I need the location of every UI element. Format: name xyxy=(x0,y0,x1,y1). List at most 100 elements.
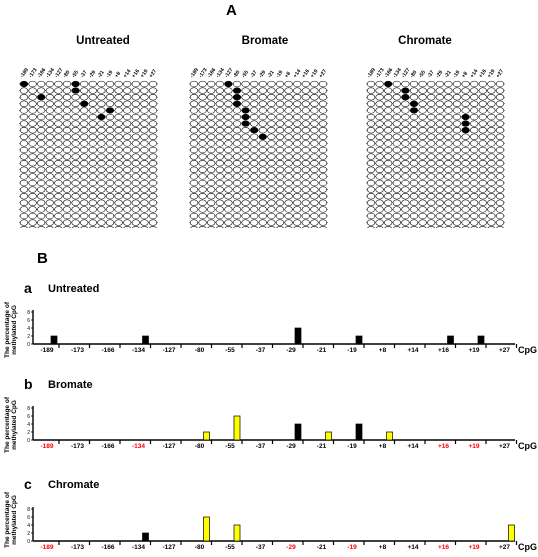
unmethylated-cpg-circle xyxy=(198,153,207,160)
unmethylated-cpg-circle xyxy=(37,127,46,134)
unmethylated-cpg-circle xyxy=(224,146,233,154)
unmethylated-cpg-circle xyxy=(461,140,470,147)
unmethylated-cpg-circle xyxy=(97,100,106,107)
unmethylated-cpg-circle xyxy=(224,100,233,107)
unmethylated-cpg-circle xyxy=(148,127,158,134)
unmethylated-cpg-circle xyxy=(189,186,199,193)
unmethylated-cpg-circle xyxy=(366,160,376,167)
methylated-cpg-circle xyxy=(224,80,233,88)
unmethylated-cpg-circle xyxy=(97,133,106,140)
unmethylated-cpg-circle xyxy=(470,193,479,200)
unmethylated-cpg-circle xyxy=(37,179,46,187)
unmethylated-cpg-circle xyxy=(97,127,106,134)
unmethylated-cpg-circle xyxy=(267,120,276,127)
unmethylated-cpg-circle xyxy=(375,219,384,226)
unmethylated-cpg-circle xyxy=(495,219,505,226)
unmethylated-cpg-circle xyxy=(131,173,140,180)
unmethylated-cpg-circle xyxy=(267,193,276,200)
unmethylated-cpg-circle xyxy=(54,127,63,134)
bar-chart-untreated: 8 6 4 2 0 -189 -173 -166 -134 -127 -80 -55 -37 -29 -21… xyxy=(27,310,537,355)
unmethylated-cpg-circle xyxy=(37,146,46,154)
unmethylated-cpg-circle xyxy=(452,140,462,147)
unmethylated-cpg-circle xyxy=(97,87,106,94)
cpg-column-label: +27 xyxy=(148,68,158,79)
unmethylated-cpg-circle xyxy=(28,87,37,94)
unmethylated-cpg-circle xyxy=(19,206,29,213)
unmethylated-cpg-circle xyxy=(401,127,410,134)
unmethylated-cpg-circle xyxy=(54,94,63,101)
unmethylated-cpg-circle xyxy=(45,193,54,200)
x-tick-label: -127 xyxy=(162,443,175,450)
unmethylated-cpg-circle xyxy=(28,160,37,167)
unmethylated-cpg-circle xyxy=(427,94,436,101)
unmethylated-cpg-circle xyxy=(189,94,199,101)
y-tick-label: 6 xyxy=(27,414,30,420)
unmethylated-cpg-circle xyxy=(310,166,319,173)
unmethylated-cpg-circle xyxy=(28,219,37,226)
unmethylated-cpg-circle xyxy=(301,199,310,206)
unmethylated-cpg-circle xyxy=(452,179,462,187)
unmethylated-cpg-circle xyxy=(293,127,302,134)
unmethylated-cpg-circle xyxy=(148,173,158,180)
unmethylated-cpg-circle xyxy=(318,206,328,213)
unmethylated-cpg-circle xyxy=(418,186,427,193)
cpg-column-label: -37 xyxy=(249,69,258,79)
unmethylated-cpg-circle xyxy=(470,127,479,134)
unmethylated-cpg-circle xyxy=(495,120,505,127)
unmethylated-cpg-circle xyxy=(293,100,302,107)
unmethylated-cpg-circle xyxy=(366,146,376,154)
unmethylated-cpg-circle xyxy=(215,113,224,121)
unmethylated-cpg-circle xyxy=(495,206,505,213)
unmethylated-cpg-circle xyxy=(114,140,123,147)
unmethylated-cpg-circle xyxy=(97,179,106,187)
unmethylated-cpg-circle xyxy=(215,94,224,101)
unmethylated-cpg-circle xyxy=(259,226,267,228)
unmethylated-cpg-circle xyxy=(140,133,149,140)
unmethylated-cpg-circle xyxy=(284,127,293,134)
unmethylated-cpg-circle xyxy=(452,212,462,220)
unmethylated-cpg-circle xyxy=(62,206,72,213)
x-tick-label: -37 xyxy=(256,443,266,450)
unmethylated-cpg-circle xyxy=(436,226,444,228)
unmethylated-cpg-circle xyxy=(401,179,410,187)
unmethylated-cpg-circle xyxy=(19,219,29,226)
unmethylated-cpg-circle xyxy=(45,160,54,167)
methylated-cpg-circle xyxy=(384,80,393,88)
unmethylated-cpg-circle xyxy=(71,226,80,228)
y-tick-label: 0 xyxy=(27,342,30,348)
x-tick-label: +27 xyxy=(499,443,510,450)
unmethylated-cpg-circle xyxy=(418,100,427,107)
unmethylated-cpg-circle xyxy=(409,186,419,193)
unmethylated-cpg-circle xyxy=(293,226,301,228)
unmethylated-cpg-circle xyxy=(293,146,302,154)
cpg-column-label: -134 xyxy=(215,67,226,79)
unmethylated-cpg-circle xyxy=(284,179,293,187)
unmethylated-cpg-circle xyxy=(148,80,158,88)
unmethylated-cpg-circle xyxy=(28,107,37,114)
unmethylated-cpg-circle xyxy=(487,133,496,140)
group-title-untreated: Untreated xyxy=(76,35,130,47)
unmethylated-cpg-circle xyxy=(409,94,419,101)
unmethylated-cpg-circle xyxy=(28,100,37,107)
unmethylated-cpg-circle xyxy=(435,173,444,180)
unmethylated-cpg-circle xyxy=(301,219,310,226)
unmethylated-cpg-circle xyxy=(461,173,470,180)
unmethylated-cpg-circle xyxy=(241,94,250,101)
unmethylated-cpg-circle xyxy=(198,199,207,206)
unmethylated-cpg-circle xyxy=(148,94,158,101)
unmethylated-cpg-circle xyxy=(409,179,419,187)
unmethylated-cpg-circle xyxy=(28,166,37,173)
unmethylated-cpg-circle xyxy=(45,107,54,114)
unmethylated-cpg-circle xyxy=(284,219,293,226)
unmethylated-cpg-circle xyxy=(275,146,285,154)
unmethylated-cpg-circle xyxy=(418,160,427,167)
unmethylated-cpg-circle xyxy=(301,140,310,147)
unmethylated-cpg-circle xyxy=(452,94,462,101)
unmethylated-cpg-circle xyxy=(401,226,410,228)
unmethylated-cpg-circle xyxy=(366,166,376,173)
y-tick-label: 2 xyxy=(27,430,30,436)
unmethylated-cpg-circle xyxy=(88,133,97,140)
unmethylated-cpg-circle xyxy=(427,140,436,147)
unmethylated-cpg-circle xyxy=(80,160,89,167)
unmethylated-cpg-circle xyxy=(392,193,401,200)
